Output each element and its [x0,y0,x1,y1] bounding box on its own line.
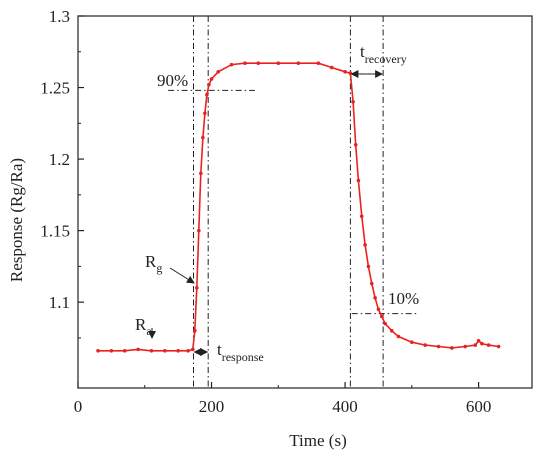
data-point [410,340,414,345]
data-point [243,61,247,66]
data-point [201,135,205,140]
label-90-percent: 90% [157,71,188,90]
data-point [379,314,384,319]
data-point [363,243,367,247]
data-point [316,61,321,66]
y-tick-label: 1.3 [49,7,70,26]
label-t-recovery-main: t [360,42,365,61]
data-point [136,347,140,352]
data-point [209,77,214,81]
label-t-recovery-sub: recovery [365,52,407,66]
y-tick-label: 1.1 [49,293,70,312]
y-tick-label: 1.15 [40,222,70,241]
label-rg-sub: g [156,261,162,275]
label-t-response-main: t [217,340,222,359]
y-axis-label: Response (Rg/Ra) [7,158,26,282]
data-point [396,334,401,339]
data-point [366,264,371,269]
data-point [256,61,261,66]
x-tick-label: 600 [466,397,492,416]
plot-frame [77,15,533,389]
data-point [229,62,234,67]
data-point [463,344,468,349]
label-ra: Ra [135,315,152,338]
data-point [96,349,100,353]
annotation-arrows [148,70,384,356]
data-point [476,338,481,343]
data-point [356,178,361,183]
label-ra-sub: a [146,324,152,338]
x-tick-label: 200 [199,397,225,416]
data-point [186,349,190,353]
data-point [389,328,394,333]
data-point [496,344,501,349]
data-point [193,328,197,333]
y-tick-label: 1.2 [49,150,70,169]
data-point [486,343,491,347]
data-point [383,321,387,326]
data-point [162,349,167,353]
data-point [109,349,114,353]
data-point [343,70,347,74]
data-point [480,341,484,346]
x-tick-label: 0 [74,397,83,416]
data-point [207,82,211,87]
data-point [473,343,478,347]
x-axis-ticks: 0 200 400 600 [74,382,492,416]
reference-lines [168,16,419,388]
label-t-recovery: trecovery [360,42,407,66]
data-point [376,307,381,312]
series-line [98,62,499,352]
data-point [369,281,374,286]
series-points [96,61,501,353]
data-point [276,61,281,66]
data-point [205,92,209,97]
data-point [176,349,180,353]
data-point [203,111,207,116]
data-point [436,344,441,349]
data-point [359,214,364,219]
y-tick-label: 1.25 [40,79,70,98]
rg-pointer-arrow [169,267,195,284]
data-point [197,228,201,233]
label-10-percent: 10% [388,289,419,308]
x-axis-label: Time (s) [289,431,346,450]
label-ra-main: R [135,315,147,334]
x-tick-label: 400 [332,397,358,416]
data-point [216,70,221,74]
data-point [195,286,199,290]
y-axis-ticks: 1.1 1.15 1.2 1.25 1.3 [40,7,84,339]
data-point [351,100,355,104]
label-t-response: tresponse [217,340,264,364]
data-point [191,347,195,352]
data-point [122,349,127,353]
data-point [423,343,427,347]
data-point [373,296,377,300]
data-point [199,171,203,176]
label-rg-main: R [145,252,157,271]
data-point [353,142,358,147]
data-point [329,65,334,70]
label-t-response-sub: response [222,350,264,364]
label-rg: Rg [145,252,162,275]
data-point [296,61,301,66]
data-point [450,346,454,350]
data-point [149,349,154,353]
